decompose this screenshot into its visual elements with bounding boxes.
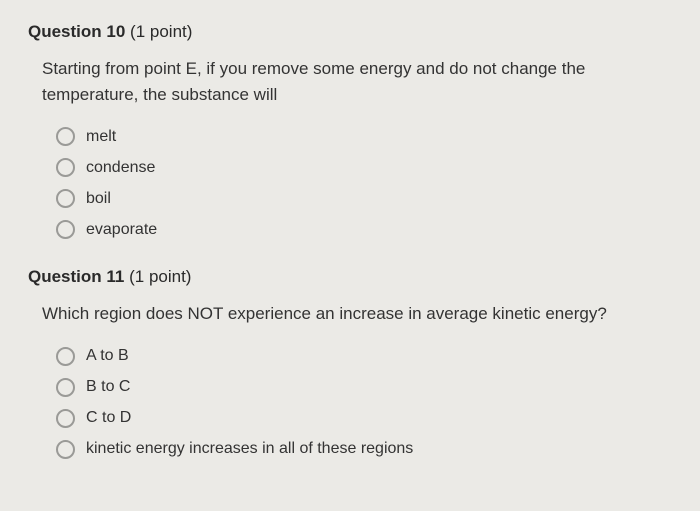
radio-icon: [56, 127, 75, 146]
radio-icon: [56, 158, 75, 177]
question-11-prompt: Which region does NOT experience an incr…: [42, 301, 672, 327]
option-row[interactable]: boil: [56, 189, 672, 208]
option-label: condense: [86, 159, 155, 177]
question-10-number: Question 10: [28, 22, 125, 41]
question-11-block: Question 11 (1 point) Which region does …: [28, 267, 672, 459]
question-10-header: Question 10 (1 point): [28, 22, 672, 42]
option-row[interactable]: condense: [56, 158, 672, 177]
question-11-points: (1 point): [129, 267, 191, 286]
option-row[interactable]: evaporate: [56, 220, 672, 239]
question-11-header: Question 11 (1 point): [28, 267, 672, 287]
option-row[interactable]: C to D: [56, 409, 672, 428]
radio-icon: [56, 220, 75, 239]
question-11-options: A to B B to C C to D kinetic energy incr…: [56, 347, 672, 459]
radio-icon: [56, 189, 75, 208]
radio-icon: [56, 378, 75, 397]
option-label: boil: [86, 190, 111, 208]
option-row[interactable]: melt: [56, 127, 672, 146]
question-11-number: Question 11: [28, 267, 124, 286]
option-label: melt: [86, 128, 116, 146]
radio-icon: [56, 347, 75, 366]
question-10-block: Question 10 (1 point) Starting from poin…: [28, 22, 672, 239]
option-label: C to D: [86, 409, 131, 427]
option-row[interactable]: A to B: [56, 347, 672, 366]
question-10-prompt: Starting from point E, if you remove som…: [42, 56, 672, 107]
option-label: A to B: [86, 347, 129, 365]
option-label: evaporate: [86, 221, 157, 239]
question-10-options: melt condense boil evaporate: [56, 127, 672, 239]
question-10-points: (1 point): [130, 22, 192, 41]
radio-icon: [56, 440, 75, 459]
option-row[interactable]: kinetic energy increases in all of these…: [56, 440, 672, 459]
option-label: kinetic energy increases in all of these…: [86, 440, 413, 458]
option-label: B to C: [86, 378, 130, 396]
radio-icon: [56, 409, 75, 428]
option-row[interactable]: B to C: [56, 378, 672, 397]
